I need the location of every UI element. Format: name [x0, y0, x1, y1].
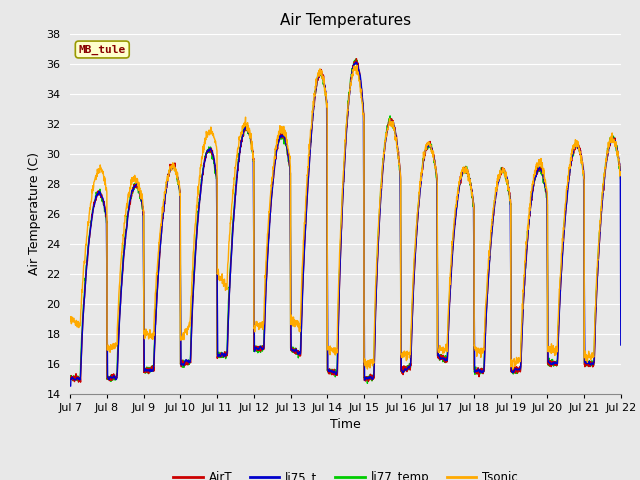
- li77_temp: [506, 193, 514, 199]
- li75_t: [374, 254, 381, 260]
- li75_t: [362, 375, 369, 381]
- Tsonic: [353, 62, 361, 68]
- Y-axis label: Air Temperature (C): Air Temperature (C): [28, 152, 41, 275]
- Tsonic: [509, 366, 516, 372]
- li77_temp: [364, 381, 371, 386]
- li75_t: [220, 353, 228, 359]
- Tsonic: [374, 239, 381, 245]
- Title: Air Temperatures: Air Temperatures: [280, 13, 411, 28]
- AirT: [67, 376, 74, 382]
- Tsonic: [362, 364, 369, 370]
- Tsonic: [569, 148, 577, 154]
- li77_temp: [569, 149, 577, 155]
- li77_temp: [352, 56, 360, 62]
- X-axis label: Time: Time: [330, 418, 361, 431]
- AirT: [506, 193, 514, 199]
- AirT: [362, 374, 370, 380]
- li77_temp: [220, 351, 228, 357]
- AirT: [584, 362, 592, 368]
- Legend: AirT, li75_t, li77_temp, Tsonic: AirT, li75_t, li77_temp, Tsonic: [168, 466, 523, 480]
- Tsonic: [617, 170, 625, 176]
- li75_t: [506, 193, 513, 199]
- Text: MB_tule: MB_tule: [79, 44, 126, 55]
- Tsonic: [584, 354, 592, 360]
- li75_t: [617, 342, 625, 348]
- AirT: [75, 379, 83, 385]
- Tsonic: [67, 318, 74, 324]
- AirT: [374, 250, 381, 255]
- AirT: [220, 350, 228, 356]
- li75_t: [352, 59, 360, 65]
- Line: li77_temp: li77_temp: [70, 59, 621, 384]
- li75_t: [568, 153, 576, 158]
- Tsonic: [220, 282, 228, 288]
- Line: li75_t: li75_t: [70, 62, 621, 386]
- AirT: [617, 174, 625, 180]
- li77_temp: [584, 361, 592, 367]
- Line: Tsonic: Tsonic: [70, 65, 621, 369]
- AirT: [569, 149, 577, 155]
- Tsonic: [506, 195, 513, 201]
- li75_t: [584, 361, 591, 367]
- li75_t: [67, 383, 74, 389]
- li77_temp: [67, 373, 74, 379]
- li77_temp: [374, 236, 381, 241]
- Line: AirT: AirT: [70, 59, 621, 382]
- AirT: [353, 56, 360, 61]
- li77_temp: [617, 178, 625, 183]
- li77_temp: [362, 376, 369, 382]
